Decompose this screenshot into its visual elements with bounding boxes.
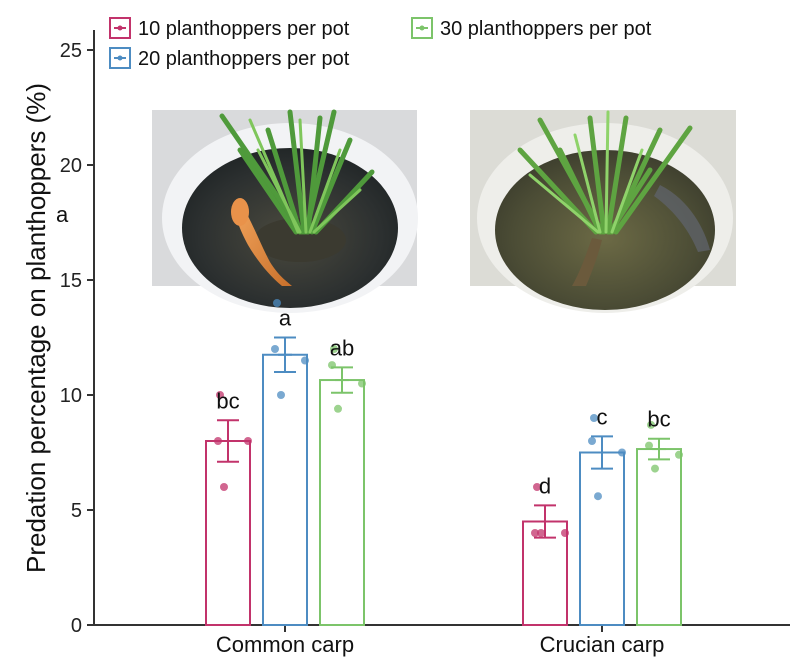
- bars: bc a ab d c bc: [205, 299, 683, 626]
- y-axis-label: Predation percentage on planthoppers (%): [21, 83, 51, 573]
- y-tick-label: 25: [60, 40, 82, 62]
- data-point: [271, 345, 279, 353]
- y-tick-label: 10: [60, 385, 82, 407]
- bar: [262, 353, 308, 626]
- annotations: a: [56, 202, 69, 227]
- bar: [319, 379, 365, 626]
- data-point: [301, 356, 309, 365]
- data-point: [651, 464, 659, 473]
- photo-crucian-carp-in-pot-icon: [470, 110, 736, 313]
- data-point: [330, 345, 338, 353]
- significance-letter: ab: [330, 335, 354, 360]
- data-point: [214, 437, 222, 445]
- data-point: [277, 391, 285, 399]
- bar: [579, 451, 625, 626]
- legend-label: 10 planthoppers per pot: [138, 18, 350, 40]
- significance-letter: d: [539, 473, 551, 498]
- data-point: [588, 437, 596, 445]
- data-point: [618, 448, 626, 457]
- data-point: [220, 483, 228, 491]
- y-tick-label: 20: [60, 155, 82, 177]
- legend: 10 planthoppers per pot 20 planthoppers p…: [109, 17, 652, 70]
- data-point: [216, 391, 224, 399]
- y-tick-label: 0: [71, 615, 82, 637]
- legend-label: 30 planthoppers per pot: [440, 18, 652, 40]
- data-point: [647, 420, 655, 429]
- y-ticks: 0 5 10 15 20 25: [60, 40, 94, 637]
- photo-common-carp-in-pot-icon: [152, 109, 418, 313]
- data-point: [590, 414, 598, 422]
- x-tick-label: Crucian carp: [540, 632, 665, 657]
- data-point: [537, 529, 545, 537]
- y-tick-label: 15: [60, 270, 82, 292]
- data-point: [561, 529, 569, 537]
- significance-letter: bc: [647, 407, 670, 432]
- legend-swatch-dot: [117, 25, 123, 31]
- x-tick-label: Common carp: [216, 632, 354, 657]
- data-point: [645, 441, 653, 450]
- significance-letter: a: [279, 306, 292, 331]
- legend-label: 20 planthoppers per pot: [138, 48, 350, 70]
- significance-letter: c: [597, 404, 608, 429]
- data-point: [358, 379, 366, 388]
- data-point: [533, 483, 541, 491]
- data-point: [531, 529, 539, 537]
- data-point: [594, 492, 602, 501]
- x-ticks: Common carp Crucian carp: [216, 625, 664, 657]
- panel-letter: a: [56, 202, 69, 227]
- y-tick-label: 5: [71, 500, 82, 522]
- data-point: [273, 299, 281, 307]
- legend-swatch-dot: [419, 25, 425, 31]
- legend-swatch-dot: [117, 55, 123, 61]
- data-point: [675, 450, 683, 459]
- data-point: [244, 437, 252, 445]
- data-point: [334, 404, 342, 413]
- bar: [636, 448, 682, 626]
- bar: [205, 440, 251, 626]
- data-point: [328, 361, 336, 370]
- significance-letter: bc: [216, 388, 239, 413]
